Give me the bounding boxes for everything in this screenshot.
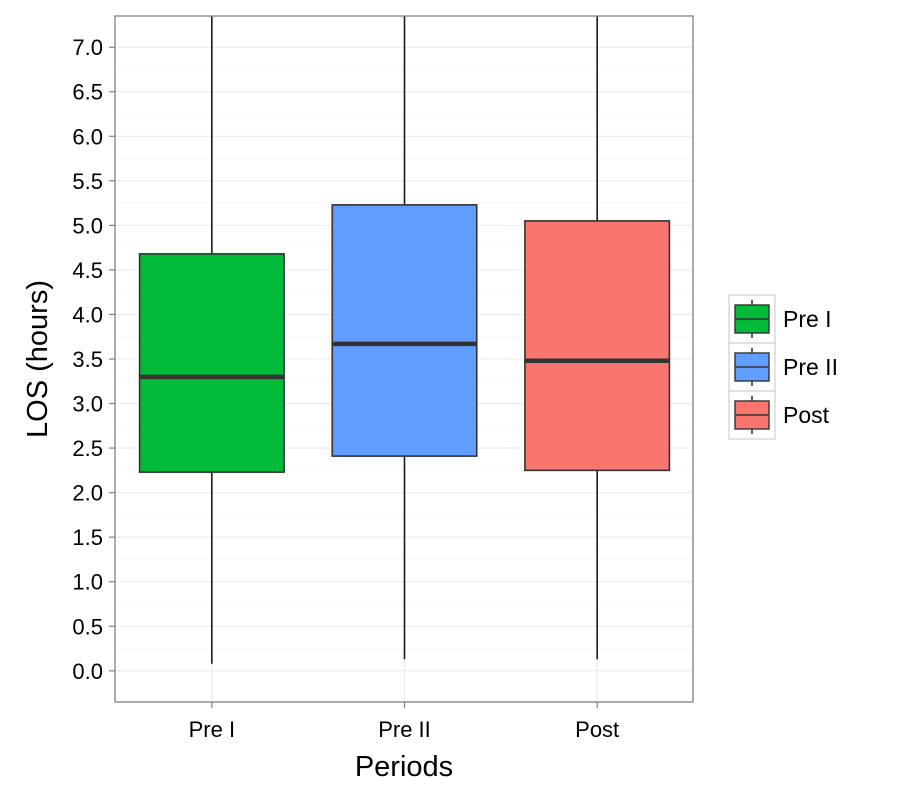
y-tick-label: 4.5 xyxy=(72,258,103,283)
box-pre-i xyxy=(138,16,285,664)
box-post xyxy=(524,16,671,660)
legend-item-pre-i: Pre I xyxy=(728,294,832,344)
x-tick-label: Post xyxy=(575,717,619,742)
y-tick-label: 7.0 xyxy=(72,35,103,60)
y-tick-label: 0.0 xyxy=(72,659,103,684)
legend-label: Pre II xyxy=(783,354,838,380)
y-tick-label: 4.0 xyxy=(72,302,103,327)
y-axis: 0.0 0.5 1.0 1.5 2.0 2.5 3.0 3.5 4.0 4.5 5.0 5.5 6.0 6… xyxy=(72,35,115,684)
y-tick-label: 1.0 xyxy=(72,570,103,595)
y-axis-title: LOS (hours) xyxy=(22,280,54,438)
y-tick-label: 6.5 xyxy=(72,80,103,105)
y-tick-label: 3.5 xyxy=(72,347,103,372)
box-iqr xyxy=(524,220,671,472)
legend-item-pre-ii: Pre II xyxy=(728,342,838,392)
box-pre-ii xyxy=(331,16,478,660)
legend: Pre I Pre II Post xyxy=(728,294,838,440)
box-iqr xyxy=(331,204,478,457)
x-axis-title: Periods xyxy=(355,751,453,783)
y-tick-label: 2.0 xyxy=(72,481,103,506)
x-tick-label: Pre II xyxy=(378,717,431,742)
x-axis: Pre I Pre II Post xyxy=(189,702,619,742)
y-tick-label: 6.0 xyxy=(72,124,103,149)
y-tick-label: 5.5 xyxy=(72,169,103,194)
legend-label: Post xyxy=(783,402,830,428)
y-tick-label: 1.5 xyxy=(72,525,103,550)
y-tick-label: 5.0 xyxy=(72,213,103,238)
x-tick-label: Pre I xyxy=(189,717,235,742)
y-tick-label: 3.0 xyxy=(72,392,103,417)
y-tick-label: 0.5 xyxy=(72,614,103,639)
legend-label: Pre I xyxy=(783,306,832,332)
legend-item-post: Post xyxy=(728,390,830,440)
y-tick-label: 2.5 xyxy=(72,436,103,461)
box-series xyxy=(138,16,671,664)
box-iqr xyxy=(138,253,285,473)
